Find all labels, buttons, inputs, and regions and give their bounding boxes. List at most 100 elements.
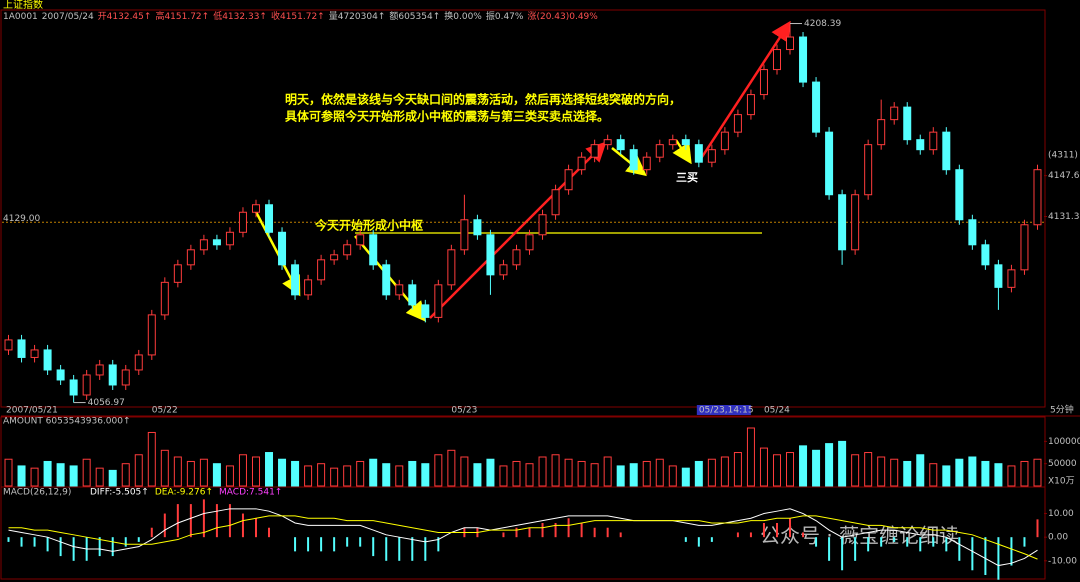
candle-body (199, 239, 208, 251)
candle-body (486, 234, 495, 276)
volume-bar (108, 469, 117, 487)
candle-body (238, 211, 247, 233)
candle-body (590, 144, 599, 158)
volume-bar (629, 463, 638, 487)
candle-body (317, 259, 326, 281)
candle-body (395, 284, 404, 296)
info-item: 高4151.72↑ (155, 10, 209, 22)
candle-body (903, 106, 912, 141)
candle-body (851, 194, 860, 251)
volume-bar (825, 443, 834, 487)
volume-unit: X10万 (1048, 477, 1075, 487)
candle-body (838, 194, 847, 251)
legend-entry: MACD:7.541↑ (219, 488, 282, 498)
x-tick-label: 05/22 (152, 406, 178, 416)
volume-bar (733, 452, 742, 487)
candle-body (82, 374, 91, 396)
info-item: 量4720304↑ (329, 11, 386, 22)
macd-frame (0, 486, 1046, 580)
candle-body (655, 144, 664, 158)
candle-body (642, 156, 651, 171)
volume-bar (1033, 458, 1042, 487)
candle-body (173, 264, 182, 283)
candle-body (942, 131, 951, 171)
candle-body (564, 169, 573, 191)
candle-body (929, 131, 938, 151)
volume-bar (95, 467, 104, 487)
side-label: (4311) (1048, 151, 1078, 161)
zhongshu-label: 今天开始形成小中枢 (314, 218, 423, 233)
volume-bar (499, 465, 508, 487)
volume-bar (525, 463, 534, 487)
candle-body (812, 81, 821, 133)
volume-bar (903, 460, 912, 487)
info-item: 开4132.45↑ (98, 11, 152, 22)
volume-bar (186, 460, 195, 487)
volume-bar (291, 460, 300, 487)
volume-bar (864, 452, 873, 487)
y-tick-label: 4147.63 (1048, 171, 1080, 181)
volume-bar (43, 460, 52, 487)
volume-bar (369, 458, 378, 487)
volume-bar (173, 456, 182, 487)
candle-body (707, 149, 716, 163)
candle-body (460, 219, 469, 251)
volume-bar (56, 463, 65, 487)
candle-body (825, 131, 834, 196)
volume-bar (69, 465, 78, 487)
info-item: 收4151.72↑ (271, 10, 325, 22)
volume-bar (942, 465, 951, 487)
volume-bar (668, 465, 677, 487)
cursor-label: 05/23,14:15 (699, 406, 754, 416)
volume-bar (278, 458, 287, 487)
candle-body (955, 169, 964, 221)
watermark: 公众号 · 薇宝缠论细读 (760, 524, 959, 548)
volume-bar (225, 465, 234, 487)
chart-title: 上证指数 (3, 0, 43, 11)
candle-body (499, 264, 508, 276)
volume-bar (616, 465, 625, 487)
volume-bar (121, 463, 130, 487)
volume-bar (212, 463, 221, 487)
candle-body (616, 139, 625, 151)
macd-line (8, 515, 1038, 560)
candle-body (134, 354, 143, 371)
volume-bar (330, 467, 339, 487)
volume-bar (251, 456, 260, 487)
candle-body (330, 254, 339, 261)
volume-bar (681, 467, 690, 487)
candle-body (212, 239, 221, 246)
volume-bar (759, 447, 768, 487)
candle-body (538, 214, 547, 236)
volume-bar (655, 458, 664, 487)
candle-body (512, 249, 521, 266)
candle-body (434, 284, 443, 318)
candle-body (981, 244, 990, 266)
volume-bar (147, 431, 156, 487)
volume-bar (356, 460, 365, 487)
info-item: 低4132.33↑ (213, 10, 267, 22)
volume-bar (968, 456, 977, 487)
candle-body (1007, 269, 1016, 288)
candle-body (43, 349, 52, 371)
candle-body (890, 106, 899, 121)
arrow (253, 209, 301, 297)
volume-title: AMOUNT 6053543936.000↑ (3, 417, 131, 427)
info-item: 振0.47% (486, 10, 524, 22)
legend-entry: DEA:-9.276↑ (155, 488, 213, 498)
volume-bar (564, 458, 573, 487)
candle-body (69, 379, 78, 396)
third-buy-label: 三买 (676, 171, 698, 184)
info-line: 1A0001 2007/05/24 开4132.45↑ 高4151.72↑ 低4132.… (3, 10, 598, 22)
candle-body (291, 264, 300, 296)
volume-bar (812, 449, 821, 487)
candle-body (1020, 224, 1029, 271)
x-tick-label: 2007/05/21 (6, 406, 58, 416)
volume-bar (30, 467, 39, 487)
candle-body (1033, 169, 1042, 226)
volume-bar (382, 463, 391, 487)
volume-bar (877, 456, 886, 487)
candle-body (304, 279, 313, 296)
